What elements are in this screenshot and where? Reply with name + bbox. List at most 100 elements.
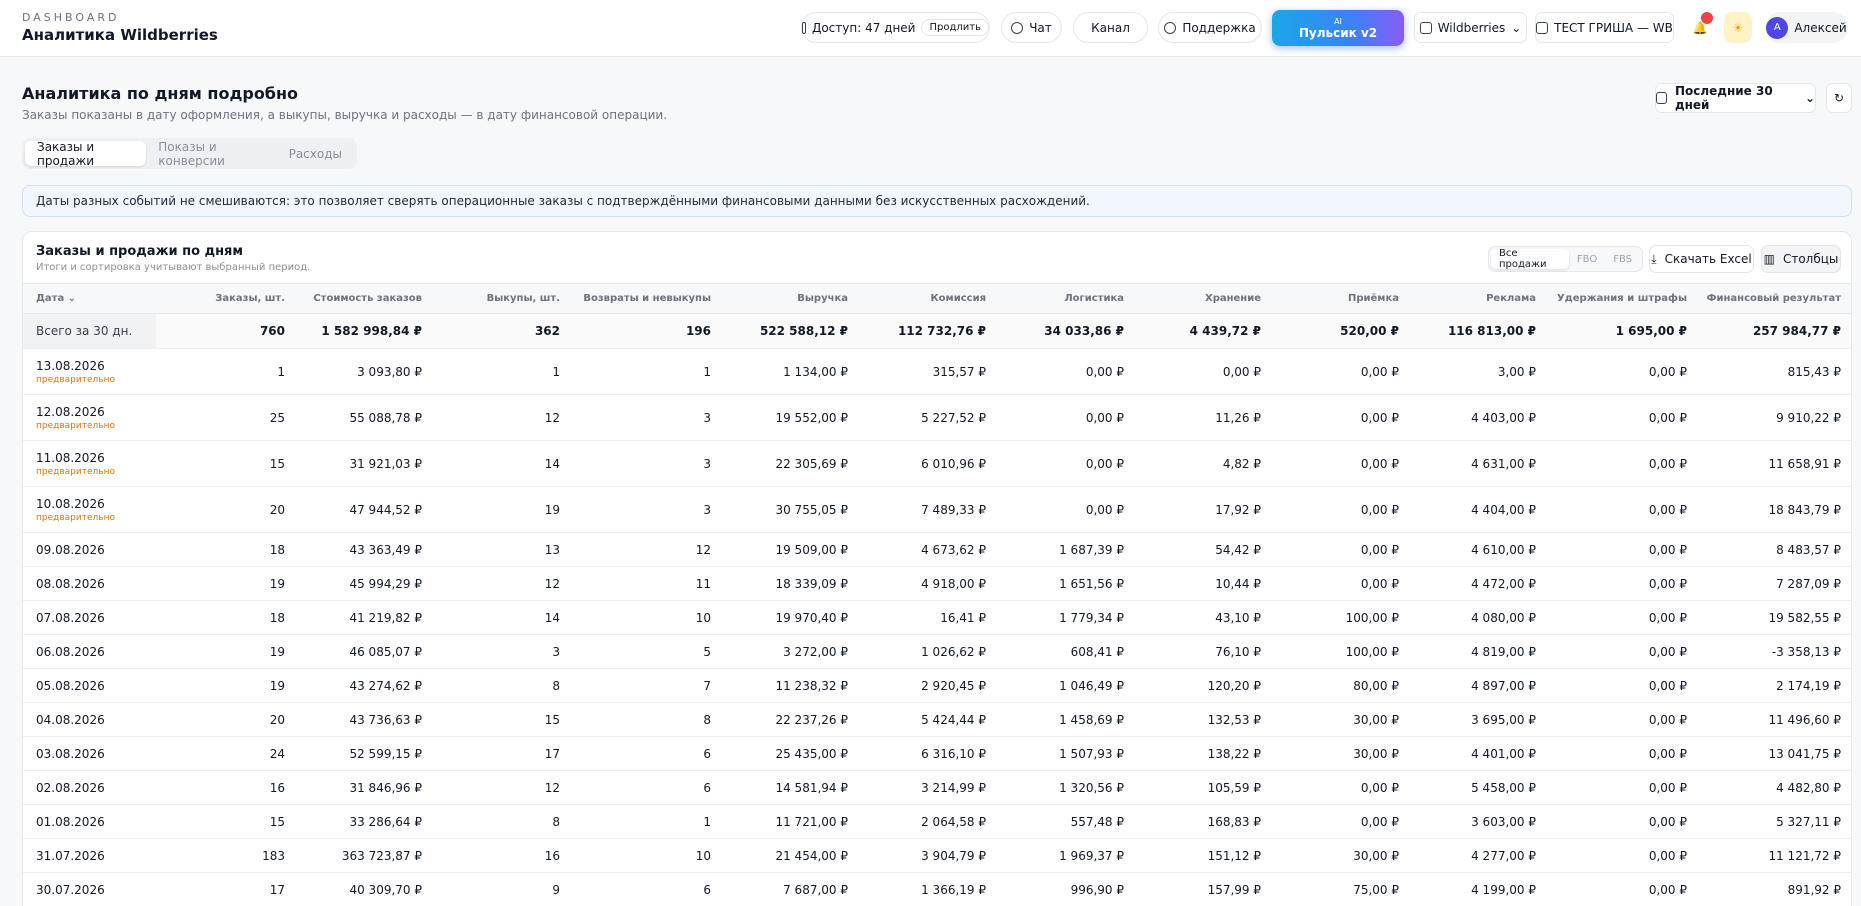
theme-button[interactable]: ☀ <box>1724 12 1752 43</box>
cell: 9 910,22 ₽ <box>1699 394 1851 441</box>
bell-button[interactable]: 🔔 <box>1687 12 1713 43</box>
icon <box>1164 21 1177 34</box>
cell: 5 424,44 ₽ <box>860 702 998 737</box>
cell: 13 <box>434 532 572 567</box>
extend-button[interactable]: Продлить <box>921 19 989 36</box>
preliminary-note: предварительно <box>36 466 115 477</box>
cell: 3 <box>572 440 723 487</box>
column-header: Финансовый результат <box>1699 283 1851 314</box>
date-cell: 04.08.2026 <box>23 702 156 737</box>
tab[interactable]: Показы и конверсии <box>158 139 225 168</box>
user-menu[interactable]: А Алексей <box>1765 12 1848 43</box>
columns-button[interactable]: ▥ Столбцы <box>1761 245 1841 273</box>
header: DASHBOARD Аналитика Wildberries Доступ: … <box>0 0 1861 57</box>
date: 02.08.2026 <box>36 780 105 795</box>
total-cell: 116 813,00 ₽ <box>1411 313 1548 349</box>
excel-button[interactable]: ⤓ Скачать Excel <box>1649 245 1754 273</box>
tab[interactable]: Расходы <box>288 146 342 161</box>
cell: 3 093,80 ₽ <box>297 348 434 395</box>
cell: 8 <box>434 668 572 703</box>
cell: 30 755,05 ₽ <box>723 486 860 533</box>
cell: 15 <box>156 804 297 839</box>
avatar: А <box>1766 16 1789 39</box>
section-title: Аналитика по дням подробно <box>22 84 299 103</box>
cell: 19 970,40 ₽ <box>723 600 860 635</box>
data-row: 05.08.2026 19 43 274,62 ₽8 7 11 238,32 ₽2 92… <box>23 668 1851 703</box>
total-cell: 4 439,72 ₽ <box>1136 313 1273 349</box>
cell: 10 <box>572 600 723 635</box>
date: 13.08.2026 <box>36 358 105 373</box>
cell: 43 274,62 ₽ <box>297 668 434 703</box>
cell: 18 339,09 ₽ <box>723 566 860 601</box>
date-cell: 12.08.2026 предварительно <box>23 394 156 441</box>
cell: 6 <box>572 872 723 906</box>
date-cell: 02.08.2026 <box>23 770 156 805</box>
cell: 3 214,99 ₽ <box>860 770 998 805</box>
sales-filter: Все продажи FBO FBS <box>1488 246 1643 272</box>
cell: 0,00 ₽ <box>998 348 1136 395</box>
cell: 4 401,00 ₽ <box>1411 736 1548 771</box>
filter-option[interactable]: FBO <box>1576 253 1598 265</box>
tab[interactable]: Заказы и продажи <box>25 140 147 168</box>
date-cell: 05.08.2026 <box>23 668 156 703</box>
cell: 30,00 ₽ <box>1273 838 1411 873</box>
date: 31.07.2026 <box>36 848 105 863</box>
cell: 5 <box>572 634 723 669</box>
refresh-button[interactable]: ↻ <box>1826 83 1852 113</box>
date: 06.08.2026 <box>36 644 105 659</box>
section-subtitle: Заказы показаны в дату оформления, а вык… <box>22 108 668 122</box>
preliminary-note: предварительно <box>36 420 115 431</box>
cell: 1 651,56 ₽ <box>998 566 1136 601</box>
cell: 0,00 ₽ <box>1273 440 1411 487</box>
icon <box>1011 21 1024 34</box>
cell: 43 363,49 ₽ <box>297 532 434 567</box>
data-row: 06.08.2026 19 46 085,07 ₽3 5 3 272,00 ₽1 026… <box>23 634 1851 669</box>
date-cell: 01.08.2026 <box>23 804 156 839</box>
date-cell: 03.08.2026 <box>23 736 156 771</box>
column-label: Заказы, шт. <box>215 293 285 304</box>
cell: 15 <box>434 702 572 737</box>
cell: 8 <box>434 804 572 839</box>
header-row: Дата ⌄ Заказы, шт. Стоимость заказов Выкупы… <box>23 283 1851 314</box>
cell: 183 <box>156 838 297 873</box>
cell: 19 <box>434 486 572 533</box>
column-header[interactable]: Дата ⌄ <box>23 283 156 314</box>
cell: 47 944,52 ₽ <box>297 486 434 533</box>
cell: 363 723,87 ₽ <box>297 838 434 873</box>
cell: 19 582,55 ₽ <box>1699 600 1851 635</box>
cell: 12 <box>434 566 572 601</box>
date: 10.08.2026 <box>36 496 105 511</box>
cell: 14 <box>434 440 572 487</box>
marketplace-select[interactable]: Wildberries ⌄ <box>1414 12 1527 43</box>
store-select[interactable]: ТЕСТ ГРИША — WB <box>1535 12 1674 43</box>
date-cell: 07.08.2026 <box>23 600 156 635</box>
cell: 0,00 ₽ <box>1273 486 1411 533</box>
cell: 2 174,19 ₽ <box>1699 668 1851 703</box>
period-select[interactable]: Последние 30 дней ⌄ <box>1655 83 1816 113</box>
total-cell: 520,00 ₽ <box>1273 313 1411 349</box>
support-button[interactable]: Поддержка <box>1158 12 1262 43</box>
cell: 5 327,11 ₽ <box>1699 804 1851 839</box>
cell: 132,53 ₽ <box>1136 702 1273 737</box>
cell: 0,00 ₽ <box>1273 770 1411 805</box>
daily-table: Дата ⌄ Заказы, шт. Стоимость заказов Выкупы… <box>23 283 1851 906</box>
cell: 0,00 ₽ <box>1548 872 1699 906</box>
date-cell: 06.08.2026 <box>23 634 156 669</box>
channel-button[interactable]: Канал <box>1073 12 1148 43</box>
cell: 0,00 ₽ <box>1548 532 1699 567</box>
ai-button[interactable]: AI Пульсик v2 <box>1272 10 1404 46</box>
filter-option[interactable]: FBS <box>1613 253 1632 265</box>
chat-button[interactable]: Чат <box>1001 12 1062 43</box>
column-label: Дата <box>36 293 65 304</box>
total-cell: 112 732,76 ₽ <box>860 313 998 349</box>
cell: 0,00 ₽ <box>1548 566 1699 601</box>
filter-option[interactable]: Все продажи <box>1491 248 1569 270</box>
data-row: 12.08.2026 предварительно 25 55 088,78 ₽12 3… <box>23 394 1851 441</box>
column-header: Стоимость заказов <box>297 283 434 314</box>
cell: 0,00 ₽ <box>1273 394 1411 441</box>
cell: 0,00 ₽ <box>998 440 1136 487</box>
date: 01.08.2026 <box>36 814 105 829</box>
cell: 0,00 ₽ <box>1548 600 1699 635</box>
cell: 6 010,96 ₽ <box>860 440 998 487</box>
cell: 0,00 ₽ <box>1548 394 1699 441</box>
